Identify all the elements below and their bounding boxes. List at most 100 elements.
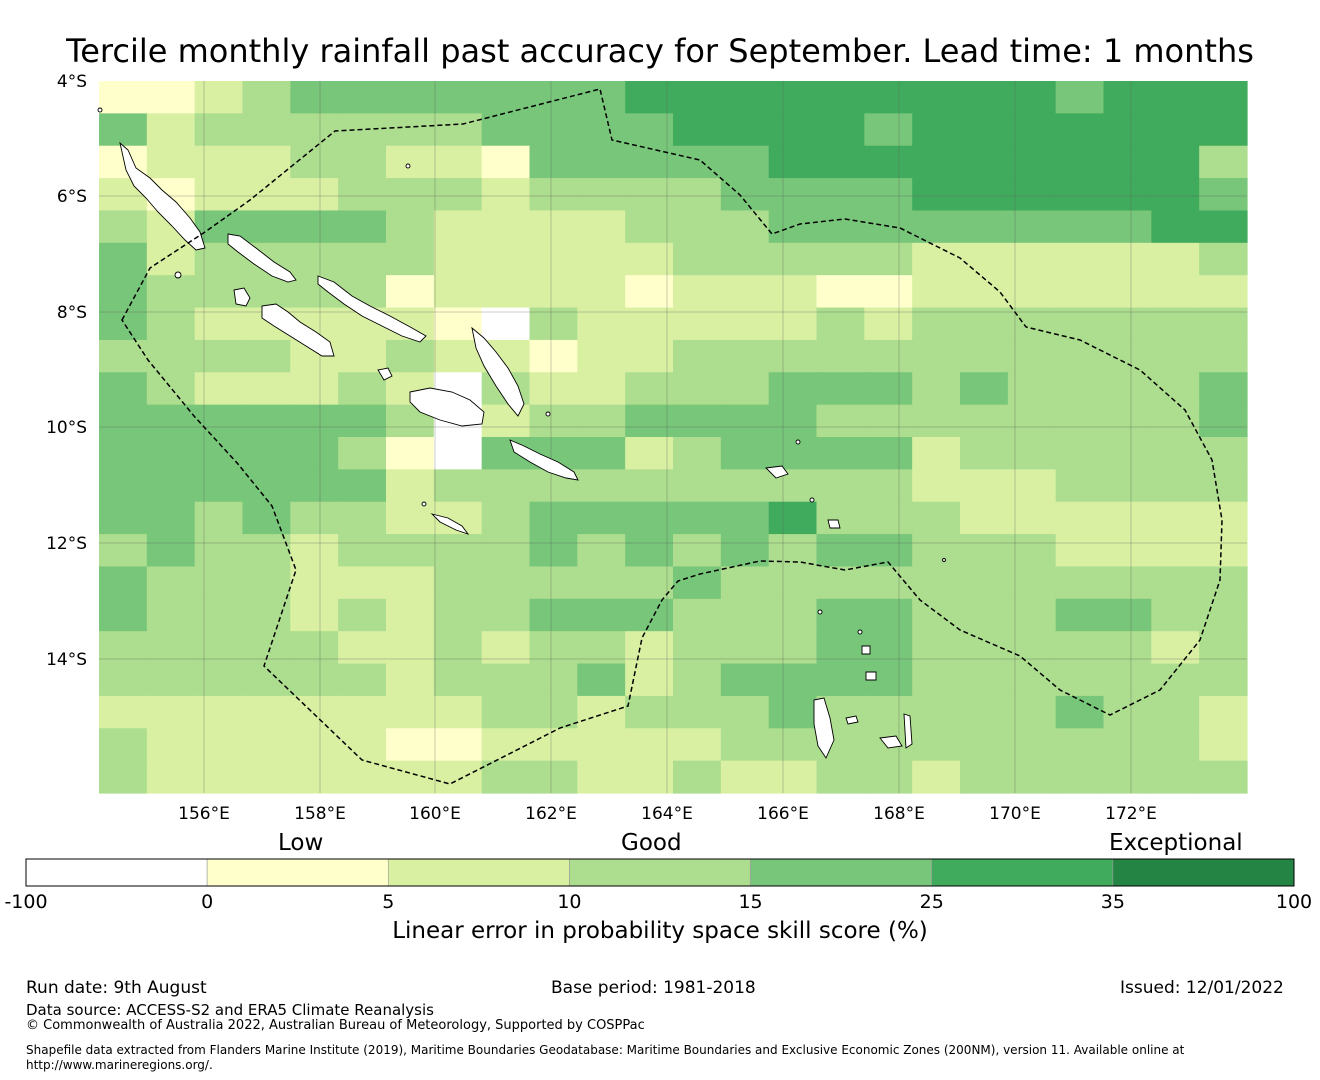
grid-cell [194,113,244,147]
grid-cell [720,210,770,244]
grid-cell [338,728,387,762]
grid-cell [864,437,913,470]
grid-cell [577,760,626,794]
grid-cell [1103,598,1152,632]
grid-cell [625,760,674,794]
grid-cell [338,242,387,276]
grid-cell [625,372,674,406]
grid-cell [720,566,770,600]
grid-cell [864,145,913,179]
grid-cell [1199,113,1248,147]
grid-cell [960,404,1009,438]
grid-cell [290,663,339,697]
grid-cell [864,81,913,114]
grid-cell [720,81,770,114]
grid-cell [194,663,244,697]
grid-cell [99,113,148,147]
grid-cell [1199,145,1248,179]
grid-cell [1151,663,1200,697]
grid-cell [146,307,196,341]
grid-cell [1151,210,1200,244]
island-guadalcanal [409,387,485,427]
grid-cell [816,275,865,309]
grid-cell [1199,534,1248,568]
colorbar-segment [387,858,570,887]
grid-cell [194,728,244,762]
grid-cell [194,534,244,568]
grid-cell [529,372,578,406]
grid-cell [1199,372,1248,406]
grid-cell [912,437,961,470]
grid-cell [1055,242,1105,276]
grid-cell [433,695,483,729]
lon-label: 172°E [1105,804,1157,824]
grid-cell [1055,178,1105,212]
grid-cell [1151,372,1200,406]
grid-cell [1199,178,1248,212]
grid-cell [577,695,626,729]
grid-cell [720,728,770,762]
grid-cell [529,728,578,762]
grid-cell [338,178,387,212]
grid-cell [338,372,387,406]
islet-2 [97,107,103,113]
grid-cell [768,372,818,406]
grid-cell [673,113,722,147]
grid-cell [1055,534,1105,568]
grid-cell [386,663,435,697]
grid-cell [194,695,244,729]
grid-cell [290,404,339,438]
grid-cell [1055,695,1105,729]
grid-cell [768,760,818,794]
grid-cell [1055,372,1105,406]
grid-cell [864,275,913,309]
grid-cell [1151,339,1200,373]
grid-cell [1055,566,1105,600]
grid-cell [673,469,722,503]
grid-cell [864,469,913,503]
grid-cell [1103,242,1152,276]
grid-cell [625,339,674,373]
grid-cell [290,145,339,179]
grid-cell [1199,663,1248,697]
grid-cell [1103,534,1152,568]
grid-cell [960,145,1009,179]
grid-cell [960,566,1009,600]
grid-cell [242,145,291,179]
eez-boundary [121,88,1223,785]
grid-cell [481,210,531,244]
grid-cell [99,534,148,568]
grid-cell [529,242,578,276]
grid-cell [1151,469,1200,503]
grid-cell [290,501,339,535]
grid-cell [338,501,387,535]
issued-date: Issued: 12/01/2022 [1120,978,1284,998]
grid-cell [1199,339,1248,373]
grid-cell [1007,242,1057,276]
grid-cell [1007,695,1057,729]
grid-cell [720,275,770,309]
grid-cell [577,178,626,212]
grid-cell [481,307,531,341]
grid-cell [481,566,531,600]
grid-cell [960,760,1009,794]
grid-cell [481,242,531,276]
grid-cell [338,598,387,632]
grid-cell [816,113,865,147]
grid-cell [194,631,244,665]
grid-cell [529,501,578,535]
lat-label: 4°S [57,72,87,92]
colorbar-segment [750,858,933,887]
grid-cell [1103,469,1152,503]
grid-cell [338,534,387,568]
grid-cell [577,663,626,697]
grid-cell [912,307,961,341]
grid-cell [768,404,818,438]
copyright: © Commonwealth of Australia 2022, Austra… [26,1018,645,1033]
grid-cell [242,663,291,697]
grid-cell [768,242,818,276]
island-makira [509,439,579,481]
grid-cell [1103,339,1152,373]
grid-cell [481,275,531,309]
grid-cell [386,178,435,212]
